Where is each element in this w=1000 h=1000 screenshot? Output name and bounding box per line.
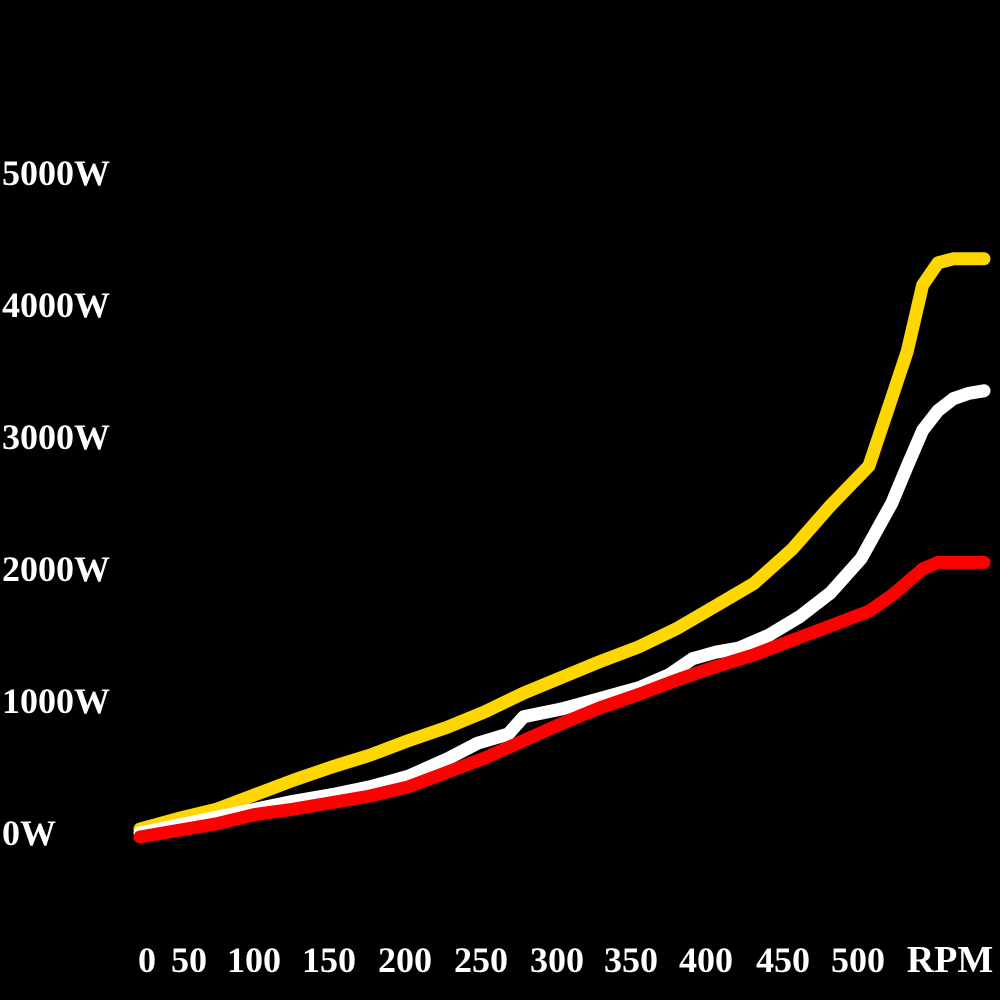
x-tick-label: 250 <box>454 940 508 980</box>
data-point <box>556 717 568 730</box>
data-point <box>686 652 699 665</box>
data-point <box>502 728 515 740</box>
y-tick-label: 2000W <box>2 549 110 589</box>
data-point <box>763 629 776 641</box>
data-point <box>325 796 338 809</box>
data-point <box>210 817 223 830</box>
data-point <box>517 734 530 747</box>
data-point <box>786 634 799 647</box>
x-tick-label: 50 <box>171 940 207 980</box>
y-tick-label: 1000W <box>2 681 110 721</box>
y-tick-label: 4000W <box>2 285 110 325</box>
data-point <box>901 345 914 358</box>
data-point <box>402 780 415 793</box>
data-point <box>885 497 898 509</box>
data-point <box>594 655 607 668</box>
series-0 <box>133 252 991 836</box>
x-tick-label: 150 <box>302 940 356 980</box>
x-axis-tick-labels: RPM 0 50 100 150 200 250 300 350 400 450 500 <box>138 939 993 981</box>
data-point <box>471 737 484 750</box>
data-point <box>862 460 875 472</box>
data-point <box>632 688 645 701</box>
x-tick-label: 400 <box>679 940 733 980</box>
data-point <box>134 831 146 843</box>
data-point <box>824 586 837 599</box>
data-point <box>287 774 300 787</box>
data-point <box>947 392 960 405</box>
data-point <box>932 256 944 269</box>
x-tick-label: 300 <box>530 940 584 980</box>
data-point <box>747 577 760 590</box>
data-point <box>671 622 684 635</box>
x-tick-label: 350 <box>604 940 658 980</box>
data-point <box>172 824 185 837</box>
data-point <box>709 660 722 673</box>
data-point <box>517 710 530 723</box>
data-point <box>932 556 944 569</box>
data-point <box>962 387 975 400</box>
data-point <box>855 552 868 565</box>
data-point <box>793 610 806 623</box>
x-tick-label: 200 <box>378 940 432 980</box>
data-point <box>440 753 453 766</box>
data-point <box>709 600 722 612</box>
y-axis-tick-labels: 0W 1000W 2000W 3000W 4000W 5000W <box>2 153 110 853</box>
x-tick-label: 0 <box>138 940 156 980</box>
data-point <box>916 279 929 292</box>
data-point <box>594 701 607 714</box>
data-point <box>249 808 262 821</box>
series-lines <box>133 252 991 844</box>
data-point <box>824 619 837 632</box>
data-point <box>364 749 377 762</box>
data-point <box>709 646 722 659</box>
data-point <box>556 671 568 684</box>
data-point <box>862 605 875 618</box>
data-point <box>732 642 745 655</box>
y-tick-label: 3000W <box>2 417 110 457</box>
data-point <box>671 673 684 686</box>
data-point <box>786 543 799 556</box>
data-point <box>916 563 929 575</box>
series-2 <box>133 555 991 844</box>
data-point <box>824 499 837 512</box>
data-point <box>916 424 929 437</box>
data-point <box>932 404 944 417</box>
data-point <box>440 766 453 779</box>
x-tick-label: 100 <box>227 940 281 980</box>
data-point <box>249 788 262 801</box>
data-point <box>978 556 990 569</box>
data-point <box>364 790 377 802</box>
series-line <box>133 384 991 840</box>
data-point <box>287 803 300 816</box>
data-point <box>517 687 530 700</box>
data-point <box>947 252 960 265</box>
data-point <box>440 721 453 734</box>
y-tick-label: 5000W <box>2 153 110 193</box>
data-point <box>325 761 338 773</box>
y-tick-label: 0W <box>2 813 56 853</box>
data-point <box>885 391 898 404</box>
data-point <box>901 460 914 472</box>
data-point <box>978 384 990 397</box>
data-point <box>556 702 568 715</box>
x-tick-label: 500 <box>831 940 885 980</box>
x-axis-unit-label: RPM <box>907 939 994 981</box>
data-point <box>479 751 492 764</box>
data-point <box>479 705 492 718</box>
data-point <box>402 734 415 747</box>
data-point <box>632 640 645 653</box>
data-point <box>747 648 760 661</box>
data-point <box>901 576 914 589</box>
x-tick-label: 450 <box>756 940 810 980</box>
series-line <box>133 252 991 836</box>
data-point <box>885 589 898 602</box>
data-point <box>978 252 990 265</box>
